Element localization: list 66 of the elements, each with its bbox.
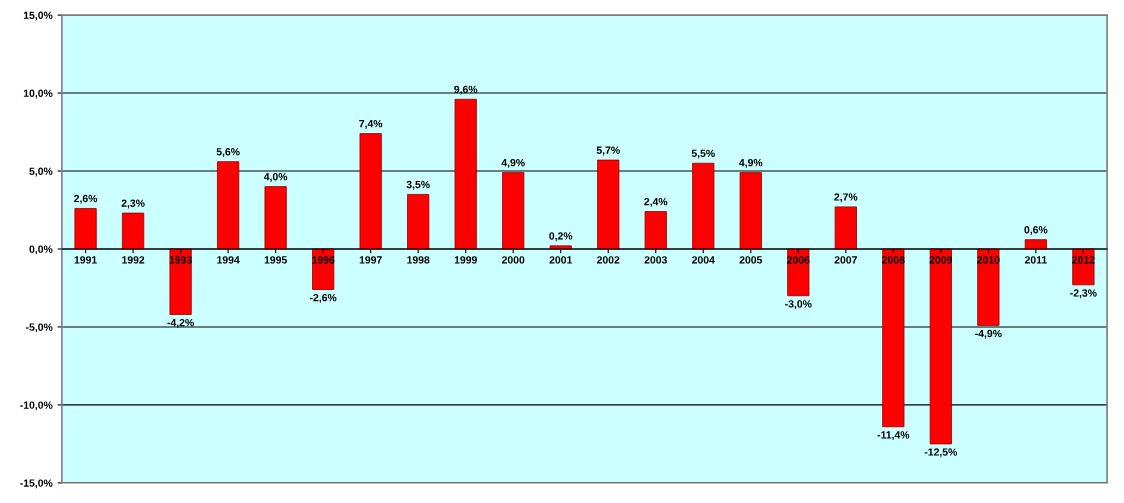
- bar: [977, 248, 1000, 326]
- data-label: 3,5%: [406, 180, 430, 190]
- x-tick-label: 1994: [217, 256, 240, 264]
- bar: [739, 172, 762, 250]
- bar: [597, 159, 620, 250]
- data-label: -4,9%: [975, 329, 1002, 339]
- bar: [407, 193, 430, 250]
- bar: [929, 248, 952, 445]
- y-tick-label: 15,0%: [23, 11, 53, 21]
- bar: [644, 211, 667, 250]
- y-tick-label: -5,0%: [25, 323, 53, 333]
- y-tick-label: -10,0%: [20, 401, 53, 411]
- x-tick-label: 2003: [644, 256, 667, 264]
- data-label: 2,3%: [121, 199, 145, 209]
- x-tick-label: 1998: [407, 256, 430, 264]
- bar: [359, 133, 382, 250]
- data-label: 4,9%: [739, 158, 763, 168]
- data-label: 2,7%: [834, 193, 858, 203]
- x-tick-label: 2002: [597, 256, 620, 264]
- data-label: -12,5%: [924, 448, 958, 458]
- y-tick-label: 10,0%: [23, 89, 53, 99]
- data-label: 4,9%: [501, 158, 525, 168]
- x-tick-label: 2010: [977, 256, 1000, 264]
- bar: [787, 248, 810, 297]
- bar: [1072, 248, 1095, 286]
- bar: [502, 172, 525, 250]
- x-tick-label: 2007: [834, 256, 857, 264]
- data-label: -4,2%: [167, 318, 194, 328]
- bar: [882, 248, 905, 428]
- data-label: 0,6%: [1024, 226, 1048, 235]
- x-tick-label: 1997: [359, 256, 382, 264]
- bar: [692, 162, 715, 250]
- x-tick-label: 1992: [122, 256, 145, 264]
- data-label: -11,4%: [877, 431, 910, 441]
- bar: [264, 186, 287, 250]
- bar: [217, 161, 240, 250]
- x-tick-label: 2012: [1072, 256, 1095, 264]
- data-label: 4,0%: [263, 173, 288, 182]
- y-tick-label: 0,0%: [29, 245, 53, 255]
- data-label: 5,6%: [216, 148, 240, 157]
- x-tick-label: 2004: [692, 256, 715, 264]
- x-tick-label: 2011: [1024, 256, 1047, 264]
- data-label: 5,5%: [691, 149, 715, 159]
- data-label: 2,4%: [644, 197, 668, 207]
- data-label: 9,6%: [454, 85, 478, 95]
- data-label: 5,7%: [596, 146, 620, 156]
- bar: [121, 212, 145, 250]
- bar: [74, 208, 97, 250]
- x-tick-label: 2000: [501, 256, 525, 264]
- x-tick-label: 2001: [549, 256, 573, 264]
- data-label: 2,6%: [74, 194, 98, 204]
- data-label: -2,3%: [1070, 289, 1097, 299]
- bar: [834, 206, 857, 250]
- x-tick-label: 2005: [739, 256, 763, 264]
- x-tick-label: 1995: [264, 256, 287, 264]
- data-label: 7,4%: [359, 120, 383, 129]
- bar: [169, 248, 192, 315]
- x-tick-label: 1999: [454, 256, 477, 264]
- data-label: -3,0%: [785, 300, 812, 310]
- data-label: 0,2%: [549, 232, 573, 242]
- x-tick-label: 1993: [169, 256, 192, 264]
- data-label: -2,6%: [309, 293, 337, 303]
- y-tick-label: 5,0%: [29, 167, 53, 177]
- bar: [454, 98, 477, 250]
- y-tick-label: -15,0%: [20, 479, 53, 489]
- x-tick-label: 1991: [74, 256, 97, 264]
